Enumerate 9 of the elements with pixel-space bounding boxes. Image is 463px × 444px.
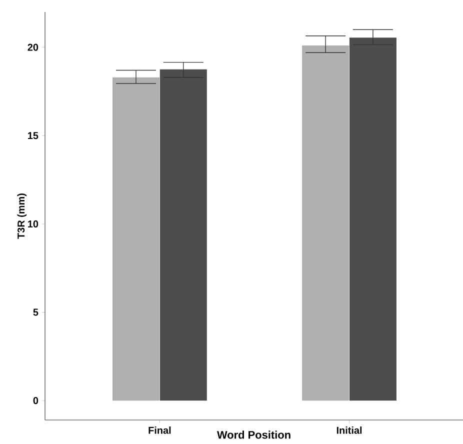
y-tick-label: 10 (28, 220, 38, 228)
y-tick-label: 15 (28, 132, 38, 140)
x-tick-label: Final (148, 426, 171, 434)
y-tick-label: 20 (28, 44, 38, 51)
x-axis-title: Word Position (216, 430, 290, 439)
y-tick-label: 5 (33, 308, 38, 316)
y-tick-label: 0 (33, 397, 38, 404)
y-axis-title: T3R (mm) (17, 194, 27, 239)
x-tick-label: Initial (336, 426, 362, 434)
